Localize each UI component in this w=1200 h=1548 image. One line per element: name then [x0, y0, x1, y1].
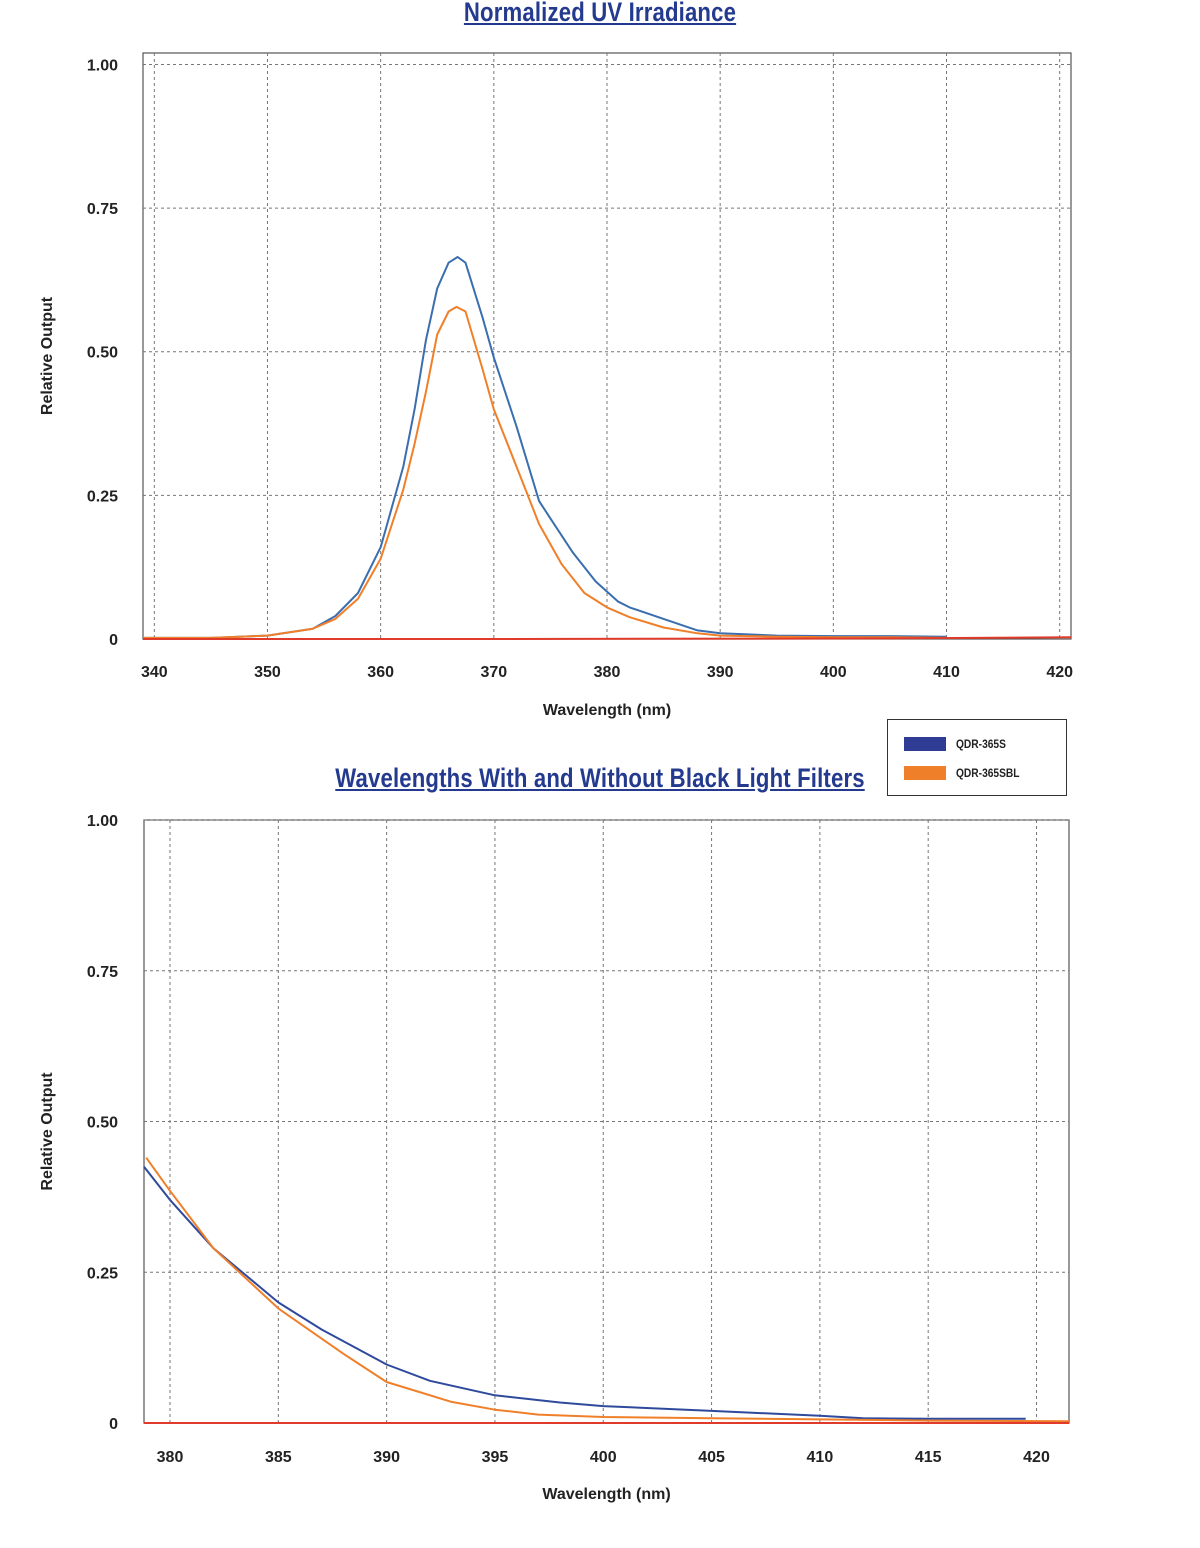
y-tick-label: 0 — [109, 632, 118, 649]
x-tick-label: 410 — [933, 664, 960, 681]
x-tick-label: 395 — [482, 1449, 509, 1466]
x-tick-label: 360 — [367, 664, 394, 681]
y-tick-label: 0 — [109, 1416, 118, 1433]
x-axis-label: Wavelength (nm) — [543, 702, 671, 719]
y-tick-label: 0.75 — [87, 201, 118, 218]
x-tick-label: 415 — [915, 1449, 942, 1466]
y-tick-label: 0.25 — [87, 488, 118, 505]
series-line-qdr-365s — [143, 1166, 1026, 1420]
chart-title-bottom: Wavelengths With and Without Black Light… — [335, 763, 865, 793]
x-tick-label: 350 — [254, 664, 281, 681]
series-line-qdr-365sbl — [143, 305, 947, 639]
x-tick-label: 385 — [265, 1449, 292, 1466]
x-tick-label: 420 — [1023, 1449, 1050, 1466]
x-tick-label: 400 — [820, 664, 847, 681]
x-tick-label: 410 — [807, 1449, 834, 1466]
x-tick-label: 340 — [141, 664, 168, 681]
legend: QDR-365S QDR-365SBL — [887, 719, 1067, 796]
y-tick-label: 0.75 — [87, 964, 118, 981]
x-tick-label: 390 — [373, 1449, 400, 1466]
x-tick-label: 380 — [157, 1449, 184, 1466]
legend-swatch-qdr-365sbl — [904, 766, 946, 780]
legend-label-qdr-365s: QDR-365S — [956, 737, 1006, 751]
y-tick-label: 0.25 — [87, 1265, 118, 1282]
series-line-qdr-365s — [143, 256, 947, 639]
y-tick-label: 1.00 — [87, 57, 118, 74]
chart-black-light-filters: 380 385 390 395 400 405 410 415 420 0 0.25 0.50 0.75… — [39, 813, 1070, 1503]
x-axis-label: Wavelength (nm) — [542, 1486, 670, 1503]
x-tick-label: 405 — [698, 1449, 725, 1466]
y-tick-label: 0.50 — [87, 1115, 118, 1132]
y-axis-label: Relative Output — [39, 1072, 56, 1191]
x-tick-label: 390 — [707, 664, 734, 681]
legend-item-qdr-365s: QDR-365S — [904, 736, 1015, 752]
x-tick-label: 370 — [480, 664, 507, 681]
series-line-qdr-365sbl — [145, 1157, 1070, 1423]
x-tick-label: 420 — [1046, 664, 1073, 681]
legend-swatch-qdr-365s — [904, 737, 946, 751]
series-line-baseline — [143, 636, 1072, 640]
chart-title-top: Normalized UV Irradiance — [463, 0, 737, 27]
y-tick-label: 0.50 — [87, 345, 118, 362]
x-tick-label: 380 — [594, 664, 621, 681]
legend-item-qdr-365sbl: QDR-365SBL — [904, 765, 1031, 781]
legend-label-qdr-365sbl: QDR-365SBL — [956, 766, 1020, 780]
x-tick-label: 400 — [590, 1449, 617, 1466]
chart-normalized-uv-irradiance: 340 350 360 370 380 390 400 410 420 0 0.25 0.50 0.75… — [39, 52, 1073, 719]
y-axis-label: Relative Output — [39, 296, 56, 415]
y-tick-label: 1.00 — [87, 813, 118, 830]
